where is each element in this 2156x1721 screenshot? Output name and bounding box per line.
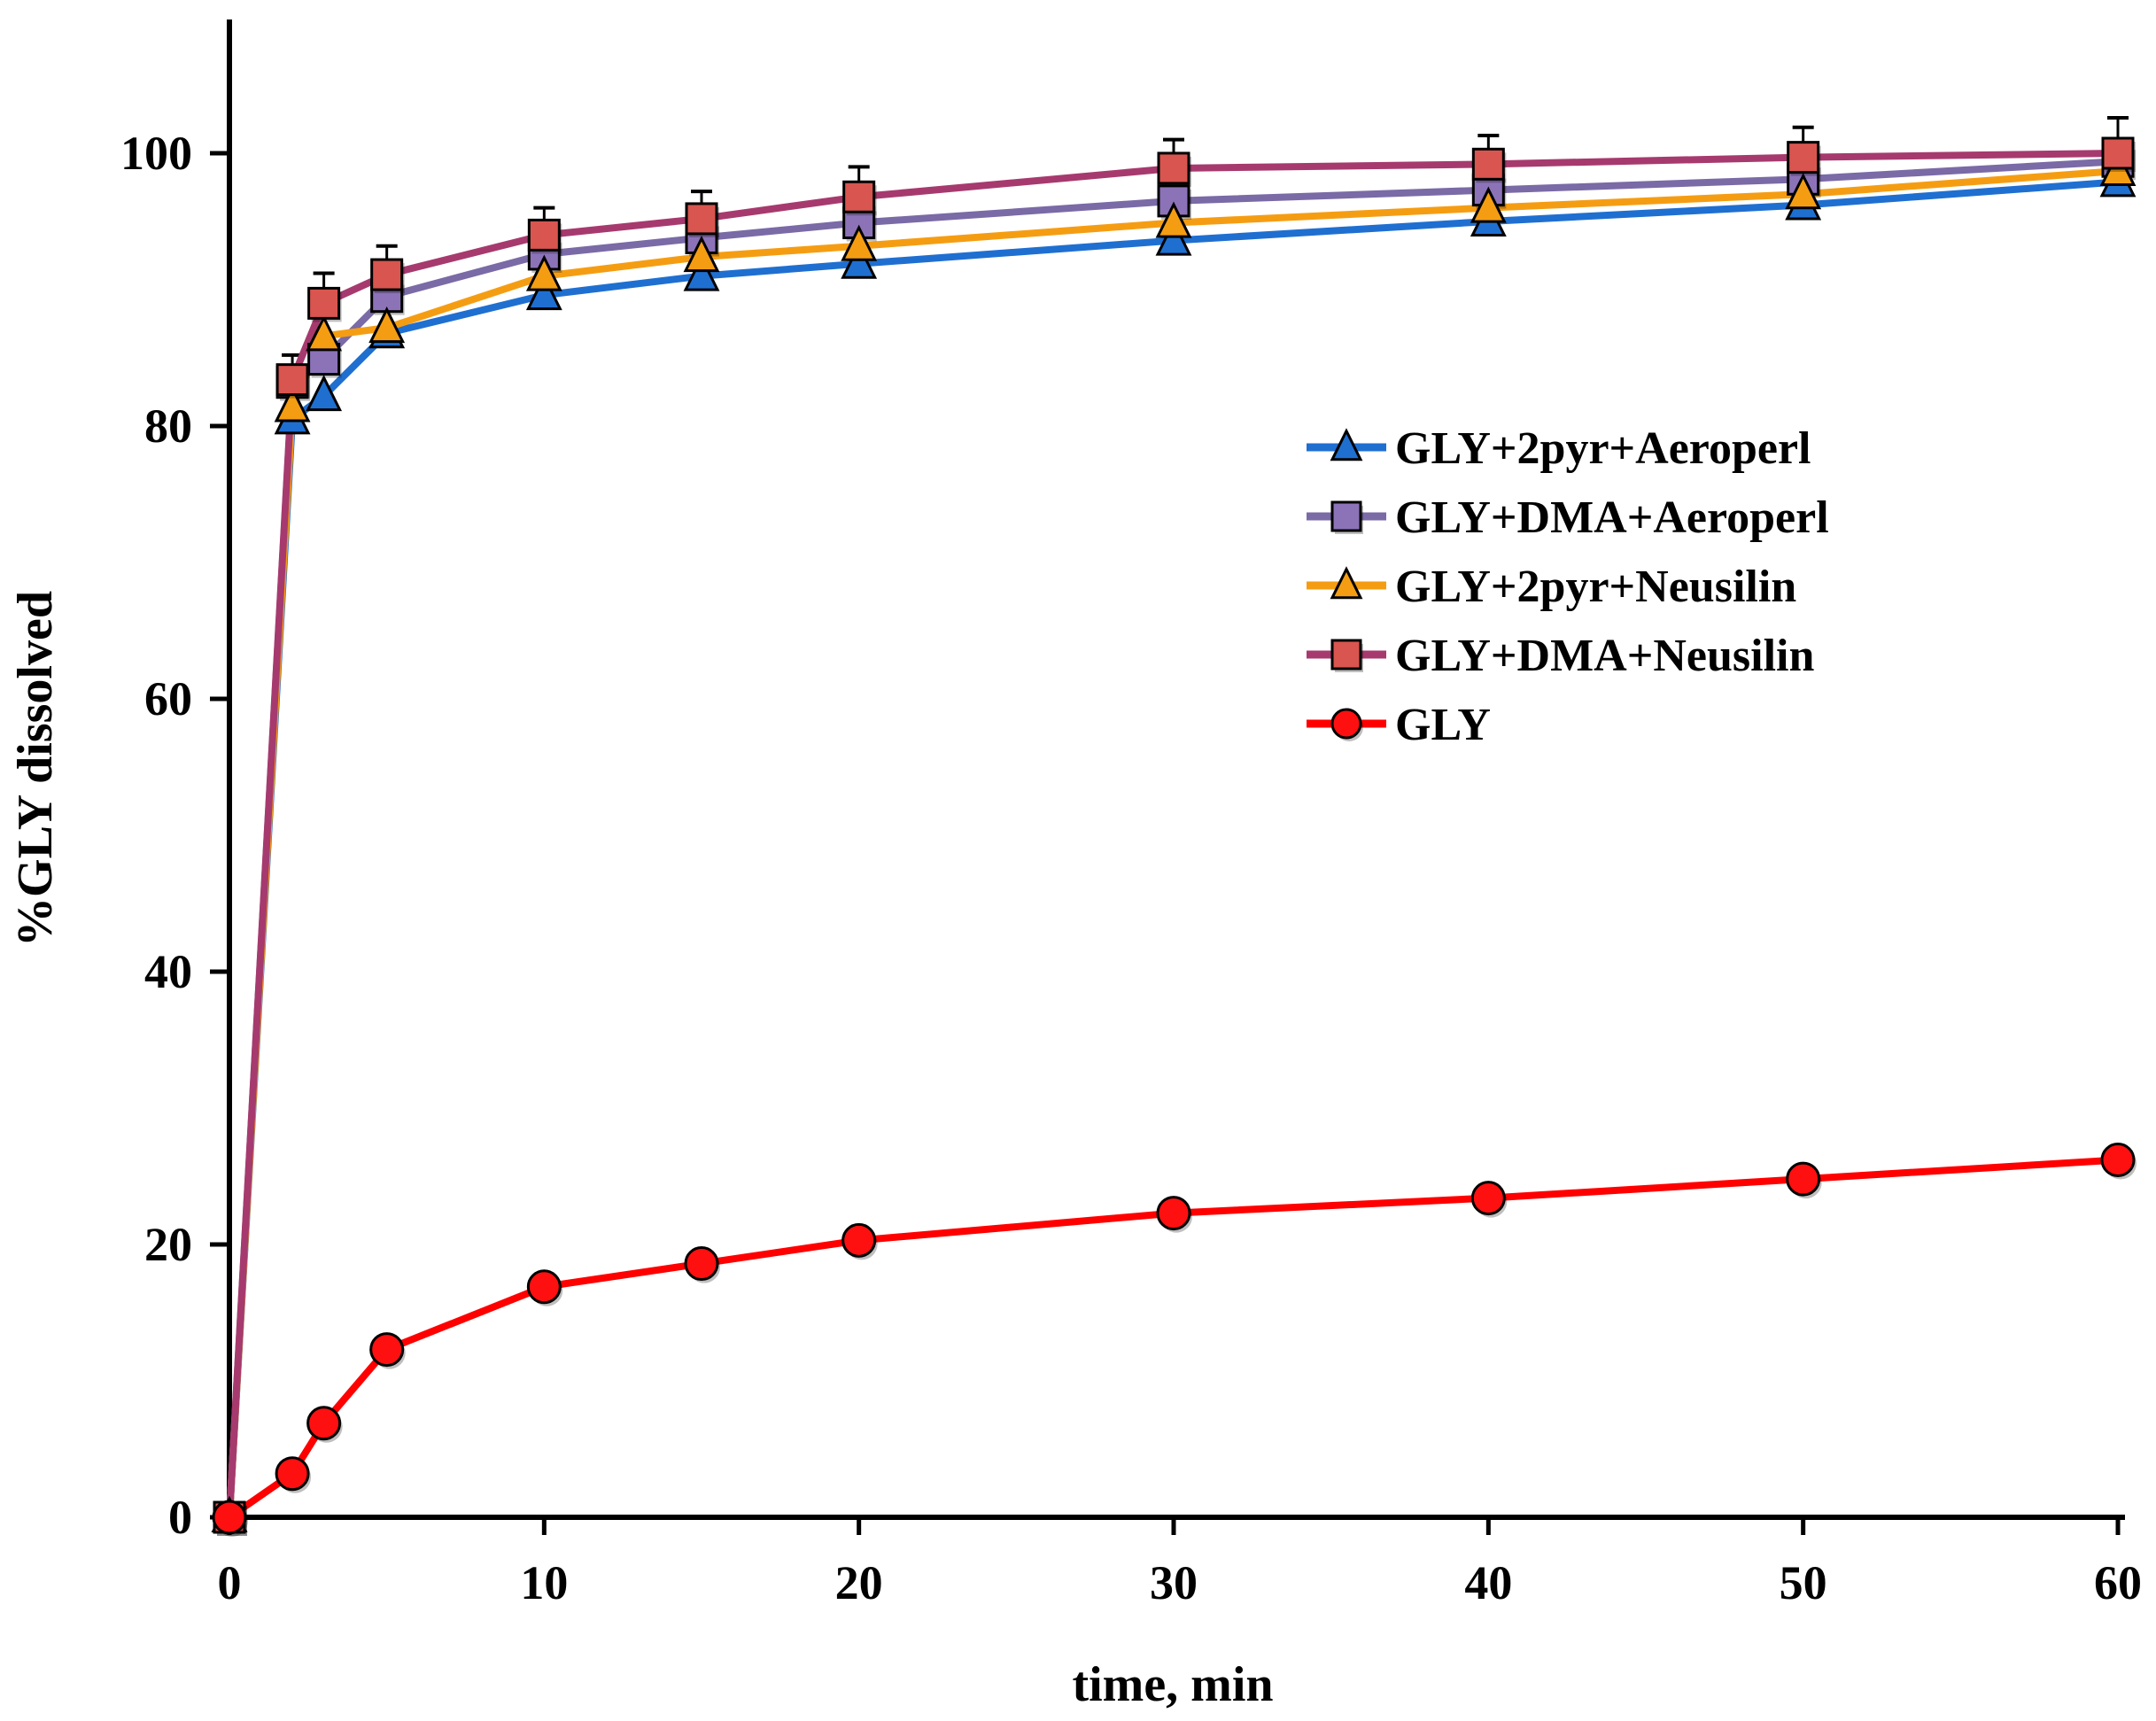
data-point [1785, 173, 1822, 210]
data-point [1470, 1181, 1506, 1216]
y-tick-label: 80 [144, 399, 192, 453]
data-point [525, 274, 562, 311]
x-tick-label: 50 [1780, 1556, 1827, 1609]
data-point [841, 242, 878, 279]
data-point [1155, 201, 1192, 238]
series-markers-0 [211, 160, 2137, 1533]
data-point [1157, 184, 1190, 218]
data-point [275, 1456, 310, 1492]
data-point [275, 363, 309, 397]
legend-item: GLY+DMA+Aeroperl [1307, 492, 1829, 543]
series-line [226, 178, 2119, 1518]
legend-marker [1330, 708, 1362, 740]
series-line [226, 158, 2119, 1518]
data-point [685, 202, 718, 236]
series-markers-4 [212, 1143, 2137, 1537]
x-tick-label: 0 [218, 1556, 242, 1609]
x-tick-label: 20 [835, 1556, 883, 1609]
data-point [527, 218, 561, 252]
legend-item: GLY+DMA+Neusilin [1307, 631, 1814, 681]
data-point [1471, 147, 1505, 181]
legend-marker [1330, 566, 1363, 600]
series-line [226, 167, 2119, 1518]
data-point [526, 1269, 562, 1305]
data-point [2101, 136, 2135, 170]
data-point [2100, 1143, 2136, 1178]
legend-label: GLY+DMA+Neusilin [1395, 631, 1814, 681]
x-tick-label: 10 [520, 1556, 568, 1609]
series-gly-dma-neusilin [226, 150, 2119, 1518]
y-tick-label: 100 [120, 127, 192, 180]
series-line [226, 150, 2119, 1518]
legend-item: GLY+2pyr+Neusilin [1307, 562, 1796, 612]
series-markers-2 [211, 149, 2137, 1533]
series-markers-3 [213, 136, 2136, 1536]
series-gly-2pyr-neusilin [226, 167, 2119, 1518]
series-group [211, 115, 2137, 1537]
y-tick-label: 20 [144, 1218, 192, 1271]
data-point [1787, 141, 1820, 174]
data-point [1155, 219, 1192, 256]
data-point [306, 1406, 342, 1441]
data-point [306, 375, 343, 412]
data-point [1470, 186, 1507, 223]
x-tick-label: 30 [1150, 1556, 1198, 1609]
data-point [841, 224, 878, 261]
data-point [212, 1500, 247, 1535]
data-point [684, 1246, 719, 1282]
legend: GLY+2pyr+Aeroperl GLY+DMA+Aeroperl GLY+2py… [1307, 423, 1829, 750]
y-tick-label: 60 [144, 672, 192, 725]
data-point [368, 306, 406, 344]
data-point [1786, 1161, 1821, 1197]
legend-marker [1330, 428, 1363, 461]
legend-label: GLY+2pyr+Neusilin [1395, 562, 1796, 612]
series-gly-dma-aeroperl [226, 158, 2119, 1518]
series-markers-1 [213, 144, 2136, 1536]
legend-label: GLY [1395, 700, 1491, 750]
data-point [307, 286, 341, 320]
legend-marker [1330, 500, 1362, 532]
data-point [683, 235, 720, 273]
data-point [1157, 151, 1190, 185]
axes: 0 20 40 60 80 100 0 10 20 30 40 50 60 [120, 19, 2142, 1609]
data-point [683, 254, 720, 291]
x-tick-label: 40 [1464, 1556, 1512, 1609]
legend-item: GLY+2pyr+Aeroperl [1307, 423, 1811, 474]
data-point [369, 1332, 405, 1368]
legend-label: GLY+DMA+Aeroperl [1395, 492, 1829, 543]
legend-marker [1330, 639, 1362, 671]
data-point [274, 385, 311, 422]
data-point [841, 1222, 877, 1258]
data-point [370, 258, 404, 291]
x-tick-label: 60 [2094, 1556, 2142, 1609]
series-gly-2pyr-aeroperl [226, 178, 2119, 1518]
y-tick-label: 0 [168, 1491, 192, 1544]
data-point [525, 254, 562, 291]
y-axis-label: %GLY dissolved [8, 591, 63, 947]
y-tick-label: 40 [144, 945, 192, 998]
legend-label: GLY+2pyr+Aeroperl [1395, 423, 1811, 474]
x-axis-label: time, min [1072, 1657, 1273, 1712]
data-point [1156, 1196, 1191, 1231]
data-point [842, 180, 876, 213]
legend-item: GLY [1307, 700, 1491, 750]
data-point [306, 314, 343, 352]
